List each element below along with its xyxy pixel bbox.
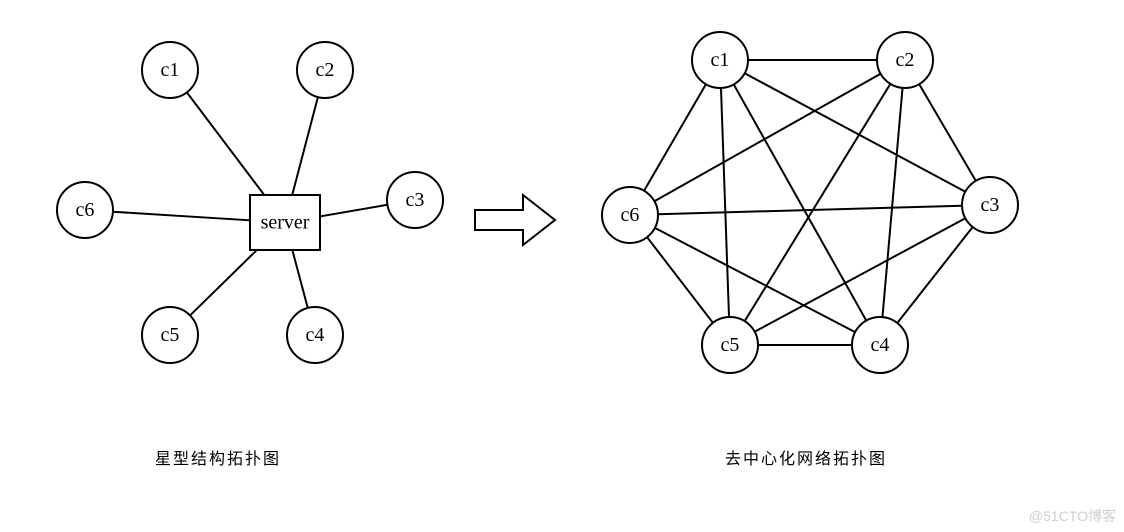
- right-edge-c4-c6: [655, 228, 855, 332]
- right-label-c3: c3: [981, 194, 1000, 216]
- left-label-c4: c4: [306, 324, 325, 346]
- right-label-c5: c5: [721, 334, 740, 356]
- left-edge-center-c1: [187, 92, 264, 195]
- left-edge-center-c2: [292, 97, 318, 195]
- diagram-canvas: server c1 c2 c3 c4 c5 c6 c1 c2 c3 c4 c5 c6 星型结构拓扑图 去…: [0, 0, 1124, 532]
- left-label-c1: c1: [161, 59, 180, 81]
- right-edge-c2-c3: [919, 84, 976, 181]
- left-caption: 星型结构拓扑图: [155, 445, 281, 469]
- right-edge-c1-c6: [644, 84, 706, 191]
- left-label-c3: c3: [406, 189, 425, 211]
- arrow-icon: [475, 195, 555, 245]
- right-label-c2: c2: [896, 49, 915, 71]
- left-label-c5: c5: [161, 324, 180, 346]
- left-label-c6: c6: [76, 199, 95, 221]
- right-label-c1: c1: [711, 49, 730, 71]
- right-caption: 去中心化网络拓扑图: [725, 445, 887, 469]
- right-label-c4: c4: [871, 334, 890, 356]
- left-edge-center-c5: [190, 250, 257, 315]
- right-edge-c2-c6: [654, 74, 880, 202]
- left-label-c2: c2: [316, 59, 335, 81]
- left-edge-center-c3: [320, 205, 387, 217]
- left-edge-center-c6: [113, 212, 250, 221]
- right-edge-c3-c4: [897, 227, 972, 323]
- right-edge-c2-c4: [882, 88, 902, 317]
- left-server-label: server: [261, 212, 310, 234]
- watermark-text: @51CTO博客: [1029, 506, 1116, 526]
- right-edge-c5-c6: [647, 237, 713, 323]
- right-edge-c1-c5: [721, 88, 729, 317]
- left-edge-center-c4: [292, 250, 307, 308]
- right-label-c6: c6: [621, 204, 640, 226]
